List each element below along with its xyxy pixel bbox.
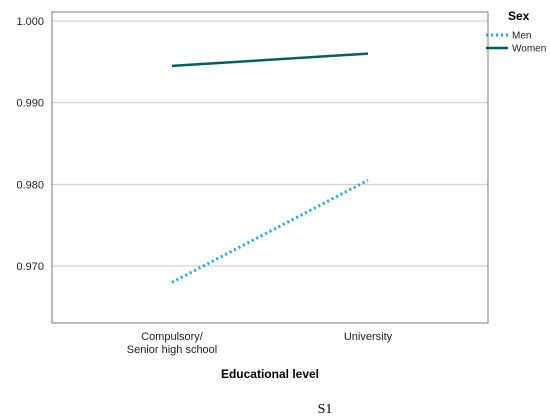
y-axis-ticks: 0.970 0.980 0.990 1.000 [16, 16, 44, 273]
plot-area [51, 11, 489, 324]
y-tick-label: 0.970 [16, 261, 44, 273]
x-axis-ticks: Compulsory/Senior high school University [127, 331, 393, 356]
series-line-women [171, 52, 369, 68]
x-tick-label: Compulsory/Senior high school [127, 331, 218, 356]
y-tick-label: 0.990 [16, 98, 44, 110]
y-tick-label: 0.980 [16, 179, 44, 191]
x-tick-label: University [344, 331, 393, 343]
y-tick-label: 1.000 [16, 16, 44, 28]
legend-label-men: Men [512, 31, 531, 42]
legend-label-women: Women [512, 44, 546, 55]
legend-title: Sex [508, 9, 530, 23]
figure-caption: S1 [318, 402, 333, 417]
series-lines [171, 52, 369, 284]
x-axis-title: Educational level [221, 367, 319, 381]
series-line-men [171, 178, 369, 284]
legend: Sex Men Women [486, 9, 546, 55]
gridlines [52, 20, 488, 267]
